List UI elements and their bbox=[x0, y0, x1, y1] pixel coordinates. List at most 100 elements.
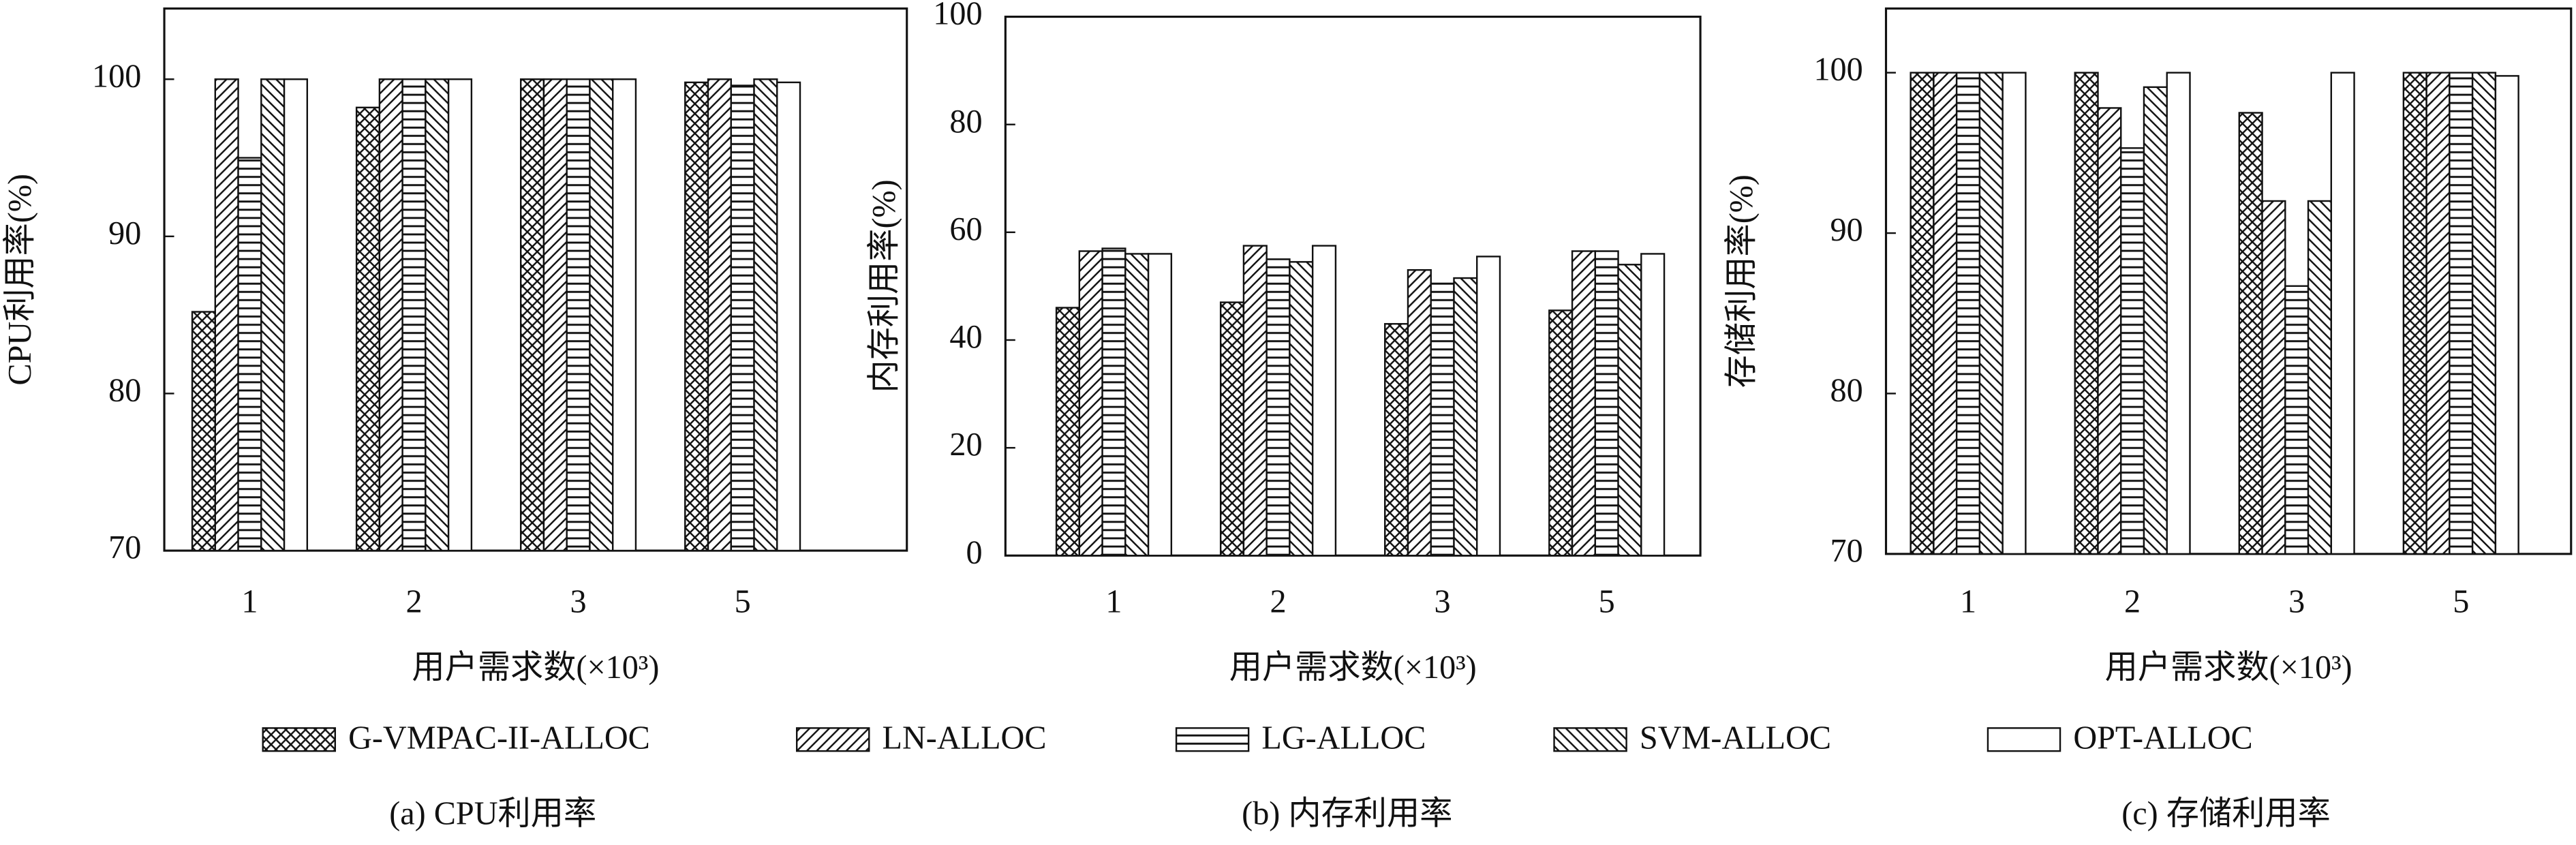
bar bbox=[1101, 247, 1126, 557]
bar bbox=[707, 78, 732, 552]
bar bbox=[2166, 72, 2191, 555]
y-tick-label: 100 bbox=[1813, 52, 1862, 88]
bar bbox=[425, 78, 450, 552]
bar bbox=[2402, 72, 2427, 555]
bar bbox=[1476, 256, 1501, 557]
y-tick-label: 40 bbox=[949, 319, 982, 355]
bar bbox=[1571, 250, 1597, 557]
x-tick-label: 1 bbox=[241, 584, 258, 620]
bar bbox=[191, 311, 217, 552]
y-tick-label: 80 bbox=[108, 373, 141, 409]
bar bbox=[1289, 261, 1314, 557]
legend-label: SVM-ALLOC bbox=[1640, 720, 1831, 756]
caption: (b) 内存利用率 bbox=[1242, 796, 1452, 832]
x-tick-label: 3 bbox=[2288, 584, 2305, 620]
x-axis-label: 用户需求数(×10³) bbox=[1229, 649, 1477, 686]
bar bbox=[355, 106, 381, 552]
y-tick-label: 60 bbox=[949, 211, 982, 247]
bar bbox=[2120, 147, 2145, 555]
x-tick-label: 2 bbox=[1270, 584, 1286, 620]
x-tick-label: 5 bbox=[1599, 584, 1615, 620]
y-tick-label: 70 bbox=[108, 529, 141, 566]
bar bbox=[378, 78, 403, 552]
bar bbox=[1407, 268, 1432, 557]
bar bbox=[2002, 72, 2027, 555]
bar bbox=[1933, 72, 1958, 555]
y-axis-label: 内存利用率(%) bbox=[866, 179, 902, 393]
y-tick-label: 80 bbox=[1830, 373, 1863, 409]
bar bbox=[2143, 86, 2168, 555]
bar bbox=[1242, 245, 1268, 557]
x-tick-label: 1 bbox=[1105, 584, 1122, 620]
bar bbox=[1124, 253, 1150, 557]
plot-frame bbox=[1884, 7, 2573, 555]
bar bbox=[519, 78, 545, 552]
legend-label: LN-ALLOC bbox=[883, 720, 1047, 756]
bar bbox=[2425, 72, 2451, 555]
x-tick-label: 2 bbox=[2124, 584, 2141, 620]
bar bbox=[1219, 301, 1245, 557]
legend-label: OPT-ALLOC bbox=[2073, 720, 2252, 756]
y-tick-label: 20 bbox=[949, 427, 982, 463]
bar bbox=[1453, 277, 1478, 557]
x-axis-label: 用户需求数(×10³) bbox=[2105, 649, 2352, 686]
bar bbox=[589, 78, 614, 552]
bar bbox=[1147, 253, 1173, 557]
bar bbox=[2449, 72, 2474, 555]
bar bbox=[684, 81, 709, 552]
bar bbox=[1384, 323, 1409, 557]
bar bbox=[2284, 285, 2310, 555]
y-axis-label: 存储利用率(%) bbox=[1723, 174, 1760, 388]
y-tick-label: 100 bbox=[933, 0, 982, 32]
plot-frame bbox=[1004, 15, 1702, 557]
x-tick-label: 5 bbox=[2453, 584, 2469, 620]
x-tick-label: 5 bbox=[735, 584, 751, 620]
bar bbox=[1078, 250, 1103, 557]
y-tick-label: 90 bbox=[1830, 212, 1863, 248]
caption: (a) CPU利用率 bbox=[389, 796, 596, 832]
bar bbox=[1430, 282, 1455, 557]
legend-label: LG-ALLOC bbox=[1261, 720, 1426, 756]
bar bbox=[1055, 307, 1081, 557]
y-tick-label: 70 bbox=[1830, 533, 1863, 569]
x-tick-label: 2 bbox=[405, 584, 422, 620]
legend-swatch bbox=[1553, 727, 1627, 752]
bar bbox=[2494, 75, 2519, 555]
y-tick-label: 100 bbox=[92, 58, 141, 94]
bar bbox=[260, 78, 286, 552]
bar bbox=[1548, 309, 1574, 557]
legend-swatch bbox=[795, 727, 870, 752]
bar bbox=[566, 78, 591, 552]
bar bbox=[1955, 72, 1981, 555]
bar bbox=[2261, 200, 2286, 555]
bar bbox=[1978, 72, 2004, 555]
y-tick-label: 80 bbox=[949, 104, 982, 140]
bar bbox=[237, 157, 262, 552]
bar bbox=[283, 78, 309, 552]
bar bbox=[611, 78, 637, 552]
bar bbox=[2238, 112, 2263, 555]
x-tick-label: 3 bbox=[570, 584, 587, 620]
bar bbox=[542, 78, 568, 552]
bar bbox=[1910, 72, 1935, 555]
bar bbox=[401, 78, 427, 552]
bar bbox=[2330, 72, 2355, 555]
y-tick-label: 0 bbox=[966, 534, 982, 570]
bar bbox=[1594, 250, 1619, 557]
bar bbox=[2074, 72, 2099, 555]
bar bbox=[1311, 245, 1337, 557]
bar bbox=[753, 78, 778, 552]
x-tick-label: 1 bbox=[1960, 584, 1976, 620]
caption: (c) 存储利用率 bbox=[2121, 796, 2331, 832]
legend-swatch bbox=[1175, 727, 1250, 752]
x-tick-label: 3 bbox=[1435, 584, 1451, 620]
bar bbox=[1640, 253, 1666, 557]
legend-label: G-VMPAC-II-ALLOC bbox=[348, 720, 650, 756]
bar bbox=[2307, 200, 2333, 555]
bar bbox=[2471, 72, 2497, 555]
bar bbox=[730, 84, 755, 552]
bar bbox=[1266, 258, 1291, 557]
bar bbox=[447, 78, 473, 552]
